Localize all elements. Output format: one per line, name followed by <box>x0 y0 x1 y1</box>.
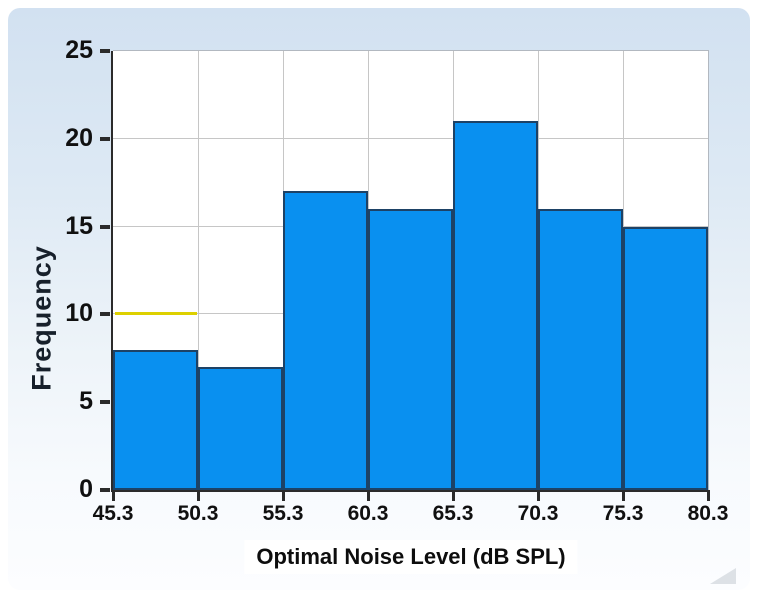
y-tick-label: 25 <box>65 36 93 64</box>
x-tick-label: 60.3 <box>347 502 389 525</box>
plot-area: 0 5 10 15 20 25 45.3 50.3 55.3 60.3 65.3 70.3 75.3 8… <box>65 38 728 525</box>
x-tick-label: 70.3 <box>517 502 559 525</box>
y-tick-label: 0 <box>79 475 93 503</box>
x-tick <box>706 492 710 501</box>
x-tick <box>451 492 455 501</box>
histogram-bar <box>283 191 368 490</box>
x-tick <box>281 492 285 501</box>
y-tick-label: 5 <box>79 387 93 416</box>
x-tick <box>111 492 115 501</box>
y-tick <box>100 224 110 229</box>
y-tick <box>100 49 110 53</box>
histogram-bar <box>198 367 283 490</box>
histogram-bar <box>113 349 198 490</box>
x-tick <box>621 492 625 501</box>
y-tick <box>100 400 110 405</box>
gridline-vertical <box>198 51 199 490</box>
histogram-bar <box>538 209 623 490</box>
x-tick-label: 45.3 <box>92 502 134 525</box>
y-tick <box>100 312 110 317</box>
x-tick <box>536 492 540 501</box>
histogram-bar <box>623 226 708 490</box>
y-tick <box>100 488 110 492</box>
x-tick-label: 65.3 <box>432 502 474 525</box>
histogram-bar <box>368 209 453 490</box>
x-tick <box>196 492 200 501</box>
x-tick-label: 55.3 <box>262 502 304 525</box>
x-tick-label: 75.3 <box>602 502 644 525</box>
reference-line <box>115 312 197 316</box>
x-axis-title: Optimal Noise Level (dB SPL) <box>244 540 578 574</box>
x-tick-label: 80.3 <box>687 502 729 525</box>
x-axis-line <box>111 490 710 492</box>
resize-grip-icon[interactable] <box>710 568 736 584</box>
chart-panel: Frequency 0 5 10 15 20 25 45.3 50.3 55.3 60.3 65.… <box>8 8 750 590</box>
x-tick-label: 50.3 <box>177 502 219 525</box>
y-tick-label: 20 <box>65 123 93 152</box>
histogram-bar <box>453 121 538 490</box>
y-tick <box>100 136 110 141</box>
gridline-horizontal <box>113 137 708 139</box>
y-tick-label: 10 <box>65 299 93 328</box>
y-axis-line <box>111 51 113 492</box>
x-tick <box>366 492 370 501</box>
y-tick-label: 15 <box>65 211 93 240</box>
